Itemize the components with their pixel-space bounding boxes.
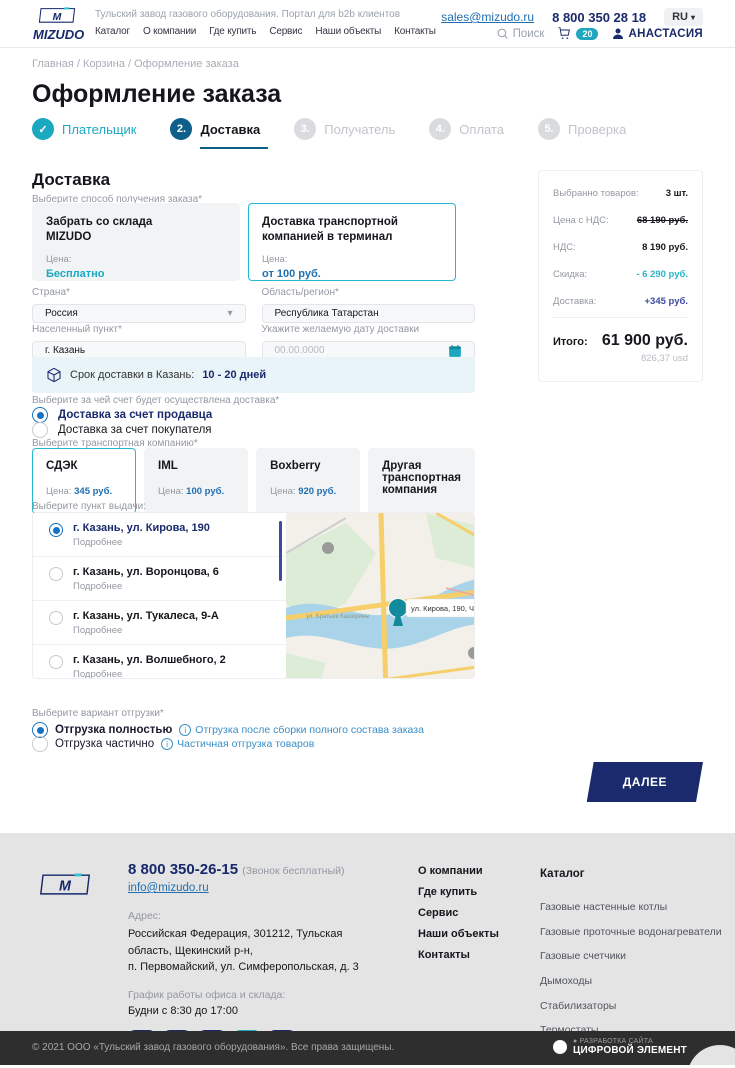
svg-text:ул. Братьев Каширины: ул. Братьев Каширины	[306, 614, 370, 620]
svg-text:ул. Кирова, 190, Чел...: ул. Кирова, 190, Чел...	[411, 604, 474, 613]
svg-text:M: M	[53, 12, 62, 23]
svg-text:M: M	[59, 879, 72, 895]
